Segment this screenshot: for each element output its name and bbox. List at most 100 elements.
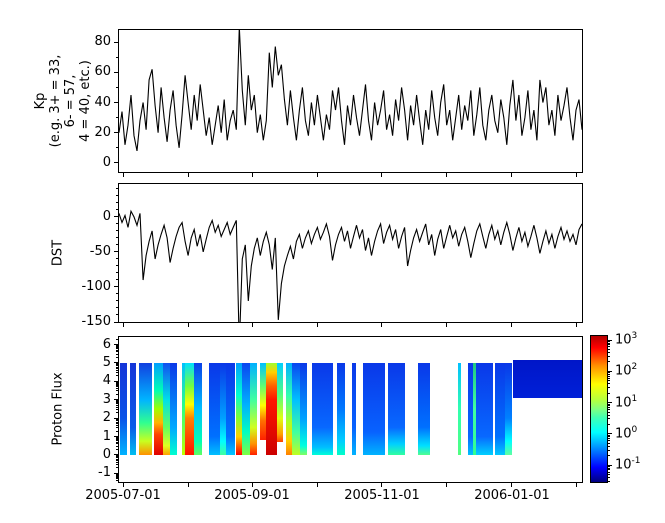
y-minor-tick — [116, 448, 118, 450]
colorbar-minor-tick — [608, 411, 610, 413]
y-minor-tick — [116, 400, 118, 402]
y-tick-label: 1 — [102, 428, 111, 444]
colorbar-major-tick — [608, 433, 612, 435]
y-minor-tick — [116, 424, 118, 426]
y-minor-tick — [116, 366, 118, 368]
heatmap-segment — [139, 362, 152, 455]
y-minor-tick — [116, 457, 118, 459]
y-minor-tick — [116, 272, 118, 274]
y-major-tick — [114, 436, 118, 438]
y-tick-label: -150 — [81, 314, 111, 329]
y-minor-tick — [116, 381, 118, 383]
x-major-tick — [511, 483, 513, 487]
y-minor-tick — [116, 401, 118, 403]
heatmap-segment — [476, 362, 493, 455]
colorbar-minor-tick — [608, 442, 610, 444]
y-minor-tick — [116, 441, 118, 443]
heatmap-segment — [388, 362, 405, 455]
x-major-tick — [381, 483, 383, 487]
y-minor-tick — [116, 338, 118, 340]
x-major-tick — [446, 483, 448, 487]
colorbar-minor-tick — [608, 480, 610, 482]
y-minor-tick — [116, 438, 118, 440]
y-minor-tick — [116, 427, 118, 429]
colorbar-minor-tick — [608, 438, 610, 440]
y-minor-tick — [116, 467, 118, 469]
x-major-tick — [576, 483, 578, 487]
y-minor-tick — [116, 351, 118, 353]
y-minor-tick — [116, 478, 118, 480]
x-major-tick — [251, 483, 253, 487]
heatmap-segment — [286, 362, 292, 455]
x-major-tick — [251, 323, 253, 327]
heatmap-segment — [312, 362, 333, 455]
colorbar-minor-tick — [608, 434, 610, 436]
heatmap-segment — [277, 362, 283, 442]
colorbar-minor-tick — [608, 406, 610, 408]
y-minor-tick — [116, 147, 118, 149]
kp-series-line — [119, 30, 582, 152]
heatmap-segment — [236, 362, 242, 455]
colorbar-minor-tick — [608, 423, 610, 425]
y-tick-label: 5 — [102, 354, 111, 370]
heatmap-segment — [250, 362, 257, 455]
y-minor-tick — [116, 456, 118, 458]
x-major-tick — [446, 173, 448, 177]
colorbar-minor-tick — [608, 466, 610, 468]
heatmap-segment — [260, 362, 266, 441]
y-tick-label: 40 — [94, 94, 111, 110]
heatmap-segment — [130, 362, 136, 455]
heatmap-segment — [170, 362, 177, 455]
y-minor-tick — [116, 383, 118, 385]
colorbar-minor-tick — [608, 346, 610, 348]
y-minor-tick — [116, 353, 118, 355]
x-major-tick — [446, 323, 448, 327]
colorbar-minor-tick — [608, 477, 610, 479]
proton-flux-heatmap — [119, 337, 582, 482]
colorbar-minor-tick — [608, 355, 610, 357]
y-minor-tick — [116, 382, 118, 384]
colorbar-minor-tick — [608, 383, 610, 385]
y-minor-tick — [116, 346, 118, 348]
colorbar-tick-label: 10-1 — [615, 456, 641, 473]
colorbar-major-tick — [608, 402, 612, 404]
y-minor-tick — [116, 461, 118, 463]
y-major-tick — [114, 362, 118, 364]
heatmap-segment — [337, 362, 345, 455]
colorbar-minor-tick — [608, 469, 610, 471]
y-minor-tick — [116, 367, 118, 369]
y-minor-tick — [116, 473, 118, 475]
y-minor-tick — [116, 464, 118, 466]
y-minor-tick — [116, 117, 118, 119]
colorbar-minor-tick — [608, 471, 610, 473]
heatmap-segment — [182, 362, 185, 455]
heatmap-segment — [292, 362, 300, 455]
y-minor-tick — [116, 384, 118, 386]
colorbar-minor-tick — [608, 380, 610, 382]
y-minor-tick — [116, 230, 118, 232]
heatmap-segment — [266, 362, 277, 455]
colorbar-minor-tick — [608, 474, 610, 476]
y-major-tick — [114, 417, 118, 419]
colorbar-minor-tick — [608, 340, 610, 342]
y-minor-tick — [116, 56, 118, 58]
heatmap-segment — [513, 360, 582, 398]
heatmap-segment — [468, 362, 473, 455]
heatmap-segment — [363, 362, 385, 455]
colorbar-tick-label: 102 — [615, 362, 638, 379]
colorbar-gradient — [591, 336, 607, 482]
y-tick-label: 6 — [102, 336, 111, 352]
colorbar-tick-label: 103 — [615, 331, 638, 348]
x-major-tick — [187, 483, 189, 487]
x-major-tick — [511, 173, 513, 177]
y-minor-tick — [116, 445, 118, 447]
x-tick-label: 2005-11-01 — [344, 488, 420, 503]
y-major-tick — [114, 216, 118, 218]
heatmap-segment — [495, 362, 505, 455]
colorbar-minor-tick — [608, 392, 610, 394]
y-minor-tick — [116, 356, 118, 358]
y-minor-tick — [116, 402, 118, 404]
x-major-tick — [316, 323, 318, 327]
x-major-tick — [122, 483, 124, 487]
x-tick-label: 2005-09-01 — [214, 488, 290, 503]
